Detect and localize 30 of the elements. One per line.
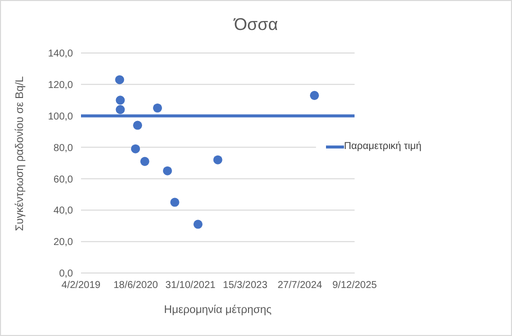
x-tick-label: 4/2/2019 — [62, 280, 101, 292]
point — [162, 166, 172, 176]
point — [140, 156, 150, 166]
chart-title: Όσσα — [232, 15, 279, 35]
point — [213, 155, 222, 164]
x-tick-label: 27/7/2024 — [278, 280, 323, 292]
y-tick-label: 60,0 — [54, 174, 74, 186]
y-tick-label: 40,0 — [54, 206, 74, 217]
point — [133, 120, 142, 130]
y-tick-label: 80,0 — [54, 142, 74, 154]
point — [116, 105, 125, 114]
legend-label: Παραμετρική τιμή — [344, 141, 422, 152]
x-axis-title: Ημερομηνία μέτρησης — [164, 304, 272, 316]
x-tick-label: 31/10/2021 — [165, 280, 216, 292]
point — [130, 144, 140, 154]
point — [116, 96, 125, 105]
y-tick-label: 140,0 — [48, 48, 74, 60]
y-tick-label: 100,0 — [48, 111, 74, 122]
point — [170, 198, 180, 207]
point — [310, 90, 319, 100]
point — [115, 75, 124, 84]
point — [193, 220, 203, 229]
x-tick-label: 9/12/2025 — [332, 280, 378, 292]
y-tick-label: 20,0 — [54, 237, 74, 248]
y-tick-label: 120,0 — [48, 80, 74, 91]
y-tick-label: 0,0 — [59, 268, 74, 280]
x-tick-label: 18/6/2020 — [113, 280, 158, 292]
y-axis-title: Συγκέντρωση ραδονίου σε Bq/L — [14, 76, 26, 231]
x-tick-label: 15/3/2023 — [222, 280, 268, 292]
point — [152, 103, 162, 113]
